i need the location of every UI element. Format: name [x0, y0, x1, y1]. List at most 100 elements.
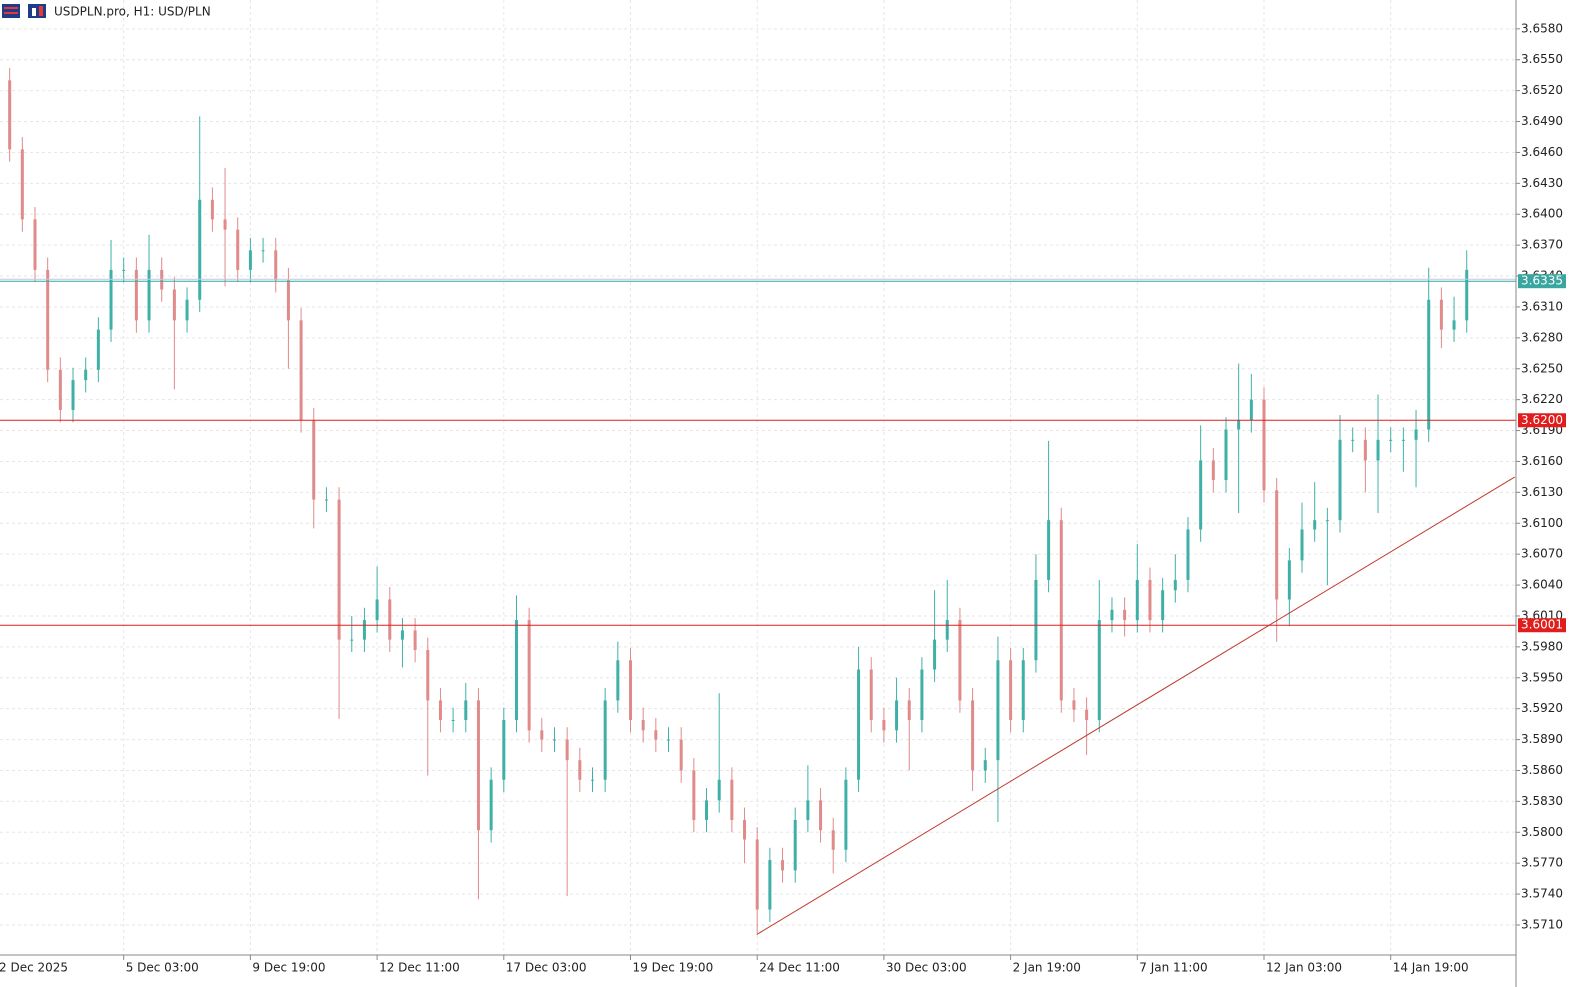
candle-body — [1389, 439, 1393, 441]
x-tick-label: 9 Dec 19:00 — [252, 961, 325, 975]
candle-body — [299, 320, 303, 421]
y-tick-label: 3.6490 — [1521, 114, 1563, 128]
chart-icon — [28, 4, 46, 18]
y-tick-label: 3.6100 — [1521, 516, 1563, 530]
candle-body — [248, 250, 252, 270]
candle-body — [1072, 700, 1076, 710]
trend-line — [756, 476, 1516, 935]
candle-body — [1123, 609, 1127, 621]
price-box — [1518, 618, 1566, 633]
y-tick-label: 3.5950 — [1521, 670, 1563, 684]
candle-body — [781, 860, 785, 871]
chart-icon-bar — [39, 6, 43, 16]
symbol-icon-stripe — [4, 7, 18, 9]
candle-body — [1414, 429, 1418, 440]
y-tick-label: 3.6580 — [1521, 21, 1563, 35]
candle-body — [362, 620, 366, 640]
candle-body — [514, 620, 518, 720]
x-tick-label: 7 Jan 11:00 — [1139, 961, 1207, 975]
candle-body — [679, 739, 683, 771]
candle-body — [476, 700, 480, 831]
candle-body — [84, 369, 88, 381]
candle-body — [1439, 299, 1443, 330]
candle-body — [1211, 460, 1215, 480]
candle-body — [46, 269, 50, 370]
candle-body — [261, 250, 265, 252]
candle-body — [413, 630, 417, 650]
y-tick-label: 3.6160 — [1521, 454, 1563, 468]
candle-body — [1275, 490, 1279, 600]
candle-body — [667, 739, 671, 741]
candle-body — [489, 779, 493, 831]
grid — [0, 0, 1516, 955]
candle-body — [388, 599, 392, 640]
candle-body — [654, 730, 658, 740]
candle-body — [1173, 579, 1177, 591]
candle-body — [400, 630, 404, 640]
x-tick-label: 14 Jan 19:00 — [1393, 961, 1469, 975]
y-tick-label: 3.5710 — [1521, 917, 1563, 931]
candle-body — [920, 669, 924, 720]
candle-body — [337, 499, 341, 640]
candle-body — [33, 219, 37, 270]
candle-body — [1199, 460, 1203, 530]
x-tick-label: 19 Dec 19:00 — [633, 961, 714, 975]
candle-body — [1021, 660, 1025, 720]
axes: 3.5710 3.5740 3.5770 3.5800 3.5830 3.5860 3.58… — [0, 21, 1566, 975]
y-tick-label: 3.6370 — [1521, 238, 1563, 252]
candle-body — [122, 269, 126, 271]
candle-body — [1401, 439, 1405, 441]
candle-body — [1148, 579, 1152, 621]
price-box — [1518, 413, 1566, 428]
candle-body — [1047, 520, 1051, 580]
y-tick-label: 3.5890 — [1521, 732, 1563, 746]
y-tick-label: 3.6040 — [1521, 578, 1563, 592]
candle-body — [198, 199, 202, 300]
candle-body — [590, 779, 594, 781]
candle-body — [147, 269, 151, 321]
candle-body — [1427, 299, 1431, 430]
candle-body — [426, 649, 430, 701]
candle-body — [1110, 609, 1114, 621]
y-tick-label: 3.6400 — [1521, 207, 1563, 221]
candle-body — [1325, 520, 1329, 522]
candle-body — [996, 660, 1000, 761]
candle-body — [844, 779, 848, 850]
y-tick-label: 3.5860 — [1521, 763, 1563, 777]
price-box-label: 3.6001 — [1521, 618, 1563, 632]
candle-body — [236, 229, 240, 270]
candle-body — [1186, 529, 1190, 580]
symbol-icon — [2, 4, 20, 18]
y-tick-label: 3.5800 — [1521, 825, 1563, 839]
candle-body — [375, 599, 379, 621]
candle-body — [1034, 579, 1038, 661]
candle-body — [971, 700, 975, 771]
candle-body — [616, 660, 620, 701]
x-tick-label: 12 Dec 11:00 — [379, 961, 460, 975]
candle-body — [629, 660, 632, 720]
plot-area — [0, 67, 1516, 936]
y-tick-label: 3.6250 — [1521, 361, 1563, 375]
y-tick-label: 3.5740 — [1521, 887, 1563, 901]
candle-body — [983, 760, 987, 771]
candle-body — [1376, 439, 1380, 461]
y-tick-label: 3.5770 — [1521, 856, 1563, 870]
candle-body — [527, 620, 531, 731]
candle-body — [565, 739, 569, 761]
candle-body — [109, 269, 113, 330]
candle-body — [274, 250, 278, 281]
candle-body — [8, 80, 12, 150]
candle-body — [96, 329, 100, 370]
candle-body — [793, 819, 797, 871]
candle-body — [1351, 439, 1355, 441]
y-tick-label: 3.6070 — [1521, 547, 1563, 561]
candle-body — [743, 819, 747, 840]
header: USDPLN.pro, H1: USD/PLN — [2, 4, 211, 19]
candle-body — [578, 760, 582, 780]
candle-body — [705, 800, 709, 820]
x-tick-label: 30 Dec 03:00 — [886, 961, 967, 975]
candle-body — [1097, 620, 1101, 720]
